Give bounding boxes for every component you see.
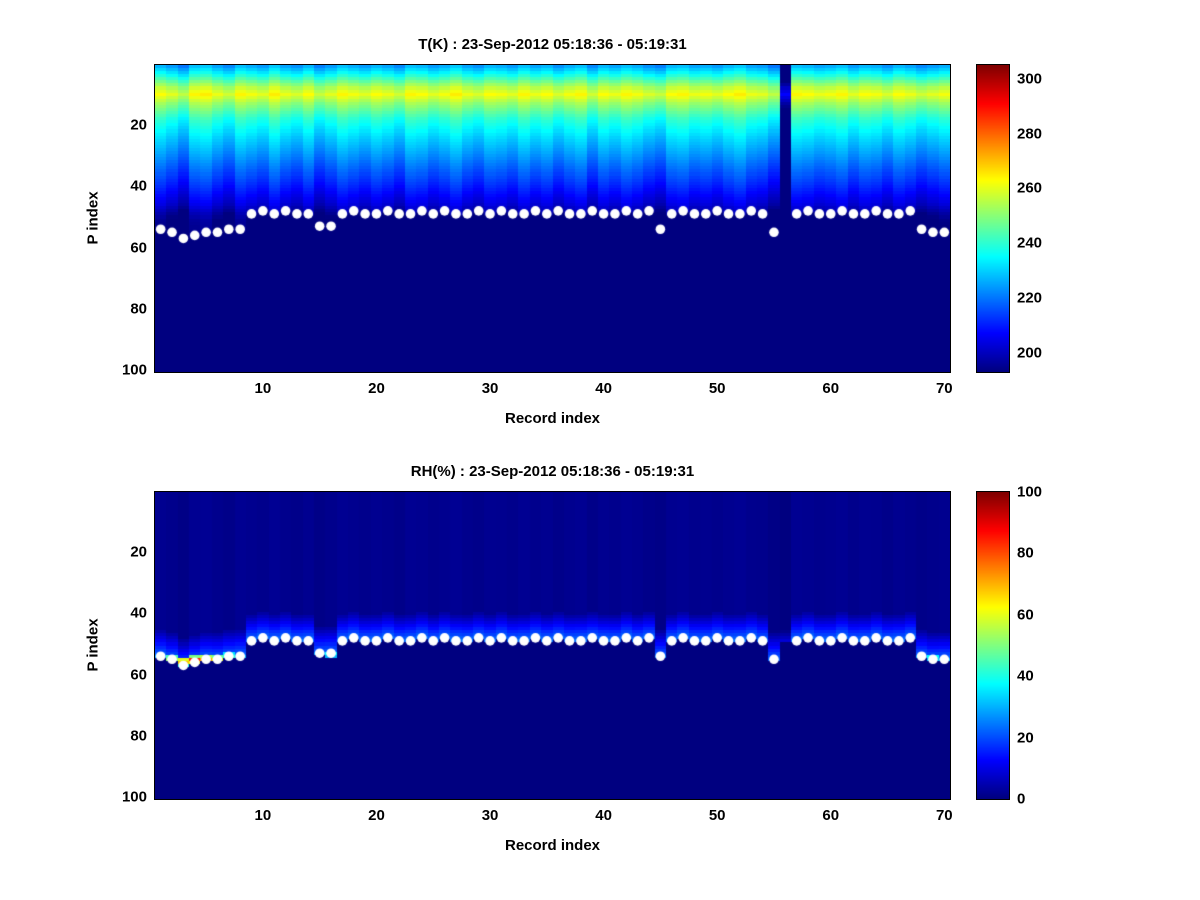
x-tick-label: 40 [595, 807, 612, 824]
temperature-heatmap-canvas [154, 64, 951, 373]
y-tick-label: 40 [130, 177, 147, 195]
x-tick-label: 30 [481, 807, 499, 824]
x-tick-label: 10 [254, 807, 272, 824]
y-tick-label: 100 [121, 361, 147, 379]
temperature-xlabel: Record index [504, 410, 601, 427]
colorbar-tick-label: 60 [1017, 606, 1034, 624]
y-tick-label: 80 [130, 300, 147, 318]
colorbar-tick-label: 300 [1017, 70, 1043, 88]
x-tick-label: 50 [708, 807, 726, 824]
colorbar-tick-label: 20 [1017, 729, 1034, 747]
x-tick-label: 70 [935, 807, 953, 824]
colorbar-tick-label: 100 [1017, 483, 1043, 501]
colorbar-tick-label: 0 [1017, 790, 1026, 808]
x-tick-label: 10 [254, 380, 272, 397]
y-tick-label: 60 [130, 239, 147, 257]
colorbar-tick-label: 240 [1017, 234, 1043, 252]
y-tick-label: 20 [130, 543, 147, 561]
colorbar-tick-label: 220 [1017, 289, 1043, 307]
colorbar-tick-label: 280 [1017, 125, 1043, 143]
y-tick-label: 100 [121, 788, 147, 806]
temperature-plot-title: T(K) : 23-Sep-2012 05:18:36 - 05:19:31 [418, 36, 687, 53]
x-tick-label: 30 [481, 380, 499, 397]
x-tick-label: 70 [935, 380, 953, 397]
colorbar-tick-label: 80 [1017, 544, 1034, 562]
x-tick-label: 40 [595, 380, 612, 397]
humidity-xlabel: Record index [504, 837, 601, 854]
x-tick-label: 20 [368, 380, 385, 397]
humidity-colorbar [976, 491, 1010, 800]
colorbar-tick-label: 260 [1017, 179, 1043, 197]
temperature-colorbar [976, 64, 1010, 373]
x-tick-label: 60 [822, 380, 840, 397]
humidity-heatmap-canvas [154, 491, 951, 800]
y-tick-label: 80 [130, 727, 147, 745]
y-tick-label: 20 [130, 116, 147, 134]
humidity-plot-title: RH(%) : 23-Sep-2012 05:18:36 - 05:19:31 [410, 463, 695, 480]
x-tick-label: 60 [822, 807, 840, 824]
x-tick-label: 50 [708, 380, 726, 397]
colorbar-tick-label: 200 [1017, 344, 1043, 362]
y-tick-label: 60 [130, 666, 147, 684]
colorbar-tick-label: 40 [1017, 667, 1034, 685]
humidity-ylabel: P index [84, 618, 102, 672]
y-tick-label: 40 [130, 604, 147, 622]
temperature-ylabel: P index [84, 191, 102, 245]
x-tick-label: 20 [368, 807, 385, 824]
